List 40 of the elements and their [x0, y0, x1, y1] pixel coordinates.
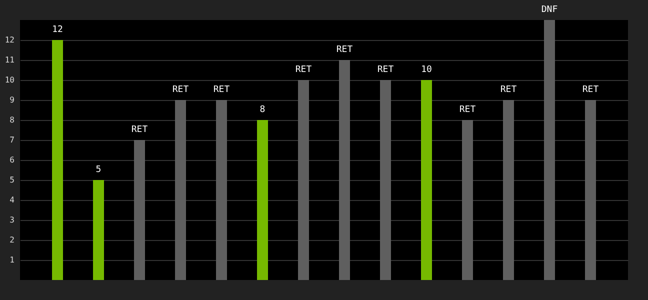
bar: [421, 80, 432, 280]
data-label: RET: [500, 85, 518, 95]
bar: [339, 60, 350, 280]
bar: [93, 180, 104, 280]
data-label: 10: [421, 65, 432, 75]
data-label: 8: [260, 105, 266, 115]
bar: [298, 80, 309, 280]
bar: [52, 40, 64, 280]
y-tick-label: 4: [10, 196, 15, 204]
y-tick-label: 2: [10, 236, 15, 244]
data-label: RET: [131, 125, 148, 135]
y-tick-label: 9: [10, 96, 15, 104]
data-label: RET: [377, 65, 394, 75]
bar: [216, 100, 227, 280]
y-tick-label: 11: [4, 56, 15, 64]
data-label: RET: [295, 65, 312, 75]
data-label: DNF: [541, 5, 558, 15]
y-tick-label: 6: [10, 156, 15, 164]
y-tick-label: 5: [10, 176, 15, 184]
bar: [584, 100, 596, 280]
bar: [462, 120, 473, 280]
data-label: RET: [459, 105, 476, 115]
data-label: RET: [213, 85, 230, 95]
data-label: 5: [96, 165, 102, 175]
y-tick-label: 10: [4, 76, 15, 84]
bar: [175, 100, 186, 280]
y-tick-label: 1: [10, 256, 15, 264]
bar: [257, 120, 268, 280]
y-tick-label: 12: [4, 36, 15, 44]
bar: [134, 140, 146, 280]
data-label: RET: [582, 85, 600, 95]
y-tick-label: 8: [10, 116, 15, 124]
data-label: RET: [172, 85, 190, 95]
bar: [380, 80, 391, 280]
y-tick-label: 7: [10, 136, 15, 144]
y-tick-label: 3: [10, 216, 15, 224]
data-label: RET: [336, 45, 354, 55]
data-label: 12: [52, 25, 63, 35]
bar: [502, 100, 514, 280]
bar: [544, 20, 555, 280]
